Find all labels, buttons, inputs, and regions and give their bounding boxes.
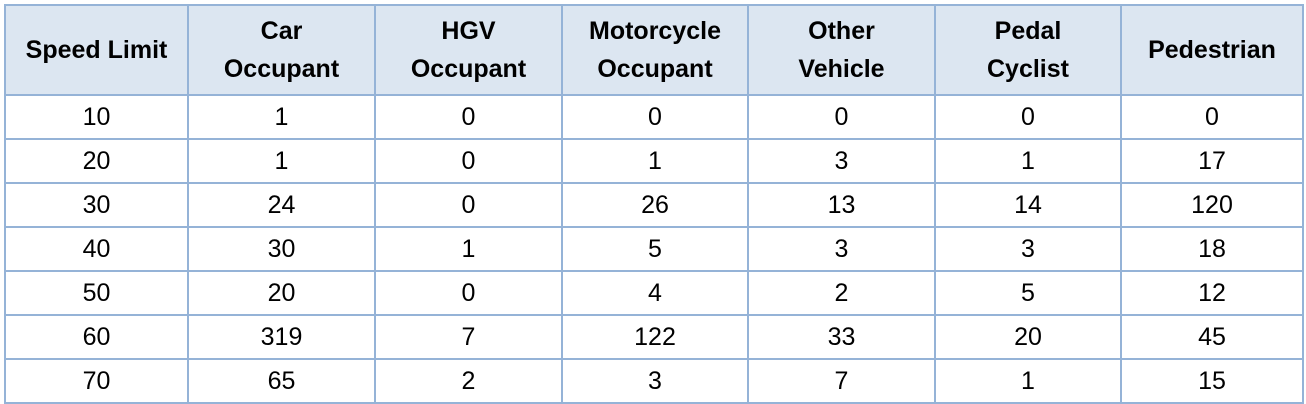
table-cell: 7 xyxy=(374,314,563,360)
table-cell: 10 xyxy=(4,94,189,140)
table-cell: 18 xyxy=(1120,226,1304,272)
table-cell: 13 xyxy=(747,182,936,228)
table-row: 30 24 0 26 13 14 120 xyxy=(4,182,1304,228)
header-text: Motorcycle xyxy=(589,17,721,45)
table-cell: 24 xyxy=(187,182,376,228)
table-cell: 0 xyxy=(374,138,563,184)
table-cell: 1 xyxy=(187,138,376,184)
table-cell: 20 xyxy=(934,314,1122,360)
table-cell: 40 xyxy=(4,226,189,272)
table-cell: 20 xyxy=(187,270,376,316)
data-table: Speed Limit Car Occupant HGV Occupant Motorcy… xyxy=(4,4,1304,404)
header-text: Occupant xyxy=(597,55,713,83)
table-cell: 0 xyxy=(561,94,749,140)
table-cell: 12 xyxy=(1120,270,1304,316)
table-cell: 26 xyxy=(561,182,749,228)
header-text: Occupant xyxy=(410,55,527,83)
table-cell: 65 xyxy=(187,358,376,404)
table-cell: 4 xyxy=(561,270,749,316)
header-cell: HGV Occupant xyxy=(374,4,563,96)
table-cell: 70 xyxy=(4,358,189,404)
table-cell: 3 xyxy=(934,226,1122,272)
table-cell: 60 xyxy=(4,314,189,360)
table-cell: 5 xyxy=(561,226,749,272)
table-cell: 30 xyxy=(187,226,376,272)
table-row: 70 65 2 3 7 1 15 xyxy=(4,358,1304,404)
table-cell: 0 xyxy=(747,94,936,140)
header-text: Other xyxy=(808,17,875,45)
table-cell: 20 xyxy=(4,138,189,184)
table-cell: 1 xyxy=(934,138,1122,184)
table-row: 20 1 0 1 3 1 17 xyxy=(4,138,1304,184)
table-cell: 17 xyxy=(1120,138,1304,184)
header-text: Car xyxy=(260,17,303,45)
table-cell: 2 xyxy=(747,270,936,316)
header-text: Pedal xyxy=(994,17,1062,45)
header-text: HGV xyxy=(441,17,496,45)
table-cell: 0 xyxy=(1120,94,1304,140)
table-cell: 15 xyxy=(1120,358,1304,404)
table-cell: 1 xyxy=(934,358,1122,404)
table-cell: 7 xyxy=(747,358,936,404)
table-cell: 0 xyxy=(934,94,1122,140)
table-cell: 319 xyxy=(187,314,376,360)
header-row: Speed Limit Car Occupant HGV Occupant Motorcy… xyxy=(4,4,1304,96)
table-cell: 30 xyxy=(4,182,189,228)
header-cell: Pedal Cyclist xyxy=(934,4,1122,96)
header-cell: Car Occupant xyxy=(187,4,376,96)
header-text: Pedestrian xyxy=(1148,36,1276,64)
table-row: 50 20 0 4 2 5 12 xyxy=(4,270,1304,316)
header-text: Vehicle xyxy=(798,55,885,83)
table-cell: 122 xyxy=(561,314,749,360)
table-row: 10 1 0 0 0 0 0 xyxy=(4,94,1304,140)
table-cell: 3 xyxy=(747,226,936,272)
header-cell: Other Vehicle xyxy=(747,4,936,96)
header-cell: Pedestrian xyxy=(1120,4,1304,96)
header-text: Cyclist xyxy=(987,55,1069,83)
table-cell: 3 xyxy=(747,138,936,184)
table-cell: 0 xyxy=(374,270,563,316)
table-cell: 0 xyxy=(374,94,563,140)
table-cell: 33 xyxy=(747,314,936,360)
table-cell: 1 xyxy=(374,226,563,272)
table-cell: 3 xyxy=(561,358,749,404)
table-cell: 14 xyxy=(934,182,1122,228)
header-text: Speed Limit xyxy=(25,36,168,64)
table-cell: 1 xyxy=(187,94,376,140)
table-row: 60 319 7 122 33 20 45 xyxy=(4,314,1304,360)
table-body: 10 1 0 0 0 0 0 20 1 0 1 3 1 17 30 24 0 26 13 14 120 40 30 1 5 3 3 1… xyxy=(4,94,1304,404)
table-cell: 5 xyxy=(934,270,1122,316)
header-cell: Motorcycle Occupant xyxy=(561,4,749,96)
table-cell: 2 xyxy=(374,358,563,404)
table-cell: 120 xyxy=(1120,182,1304,228)
header-cell: Speed Limit xyxy=(4,4,189,96)
table-cell: 50 xyxy=(4,270,189,316)
table-cell: 1 xyxy=(561,138,749,184)
table-cell: 0 xyxy=(374,182,563,228)
table-row: 40 30 1 5 3 3 18 xyxy=(4,226,1304,272)
header-text: Occupant xyxy=(223,55,340,83)
table-cell: 45 xyxy=(1120,314,1304,360)
